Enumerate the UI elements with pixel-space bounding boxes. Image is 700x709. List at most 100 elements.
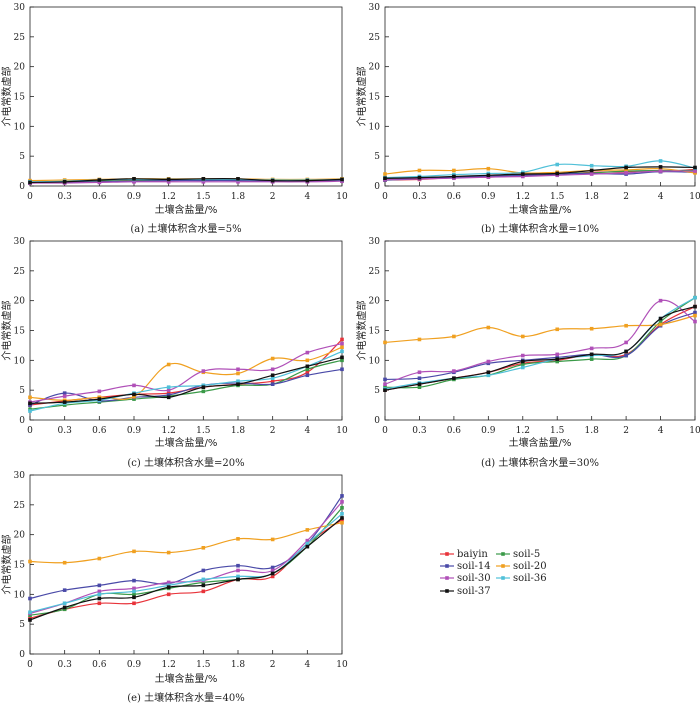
legend-swatch-marker [445,576,449,580]
data-point-baiyin [201,589,206,594]
data-point-soil-30 [132,180,136,184]
data-point-soil-20 [417,337,422,342]
x-tick-label: 1.5 [550,426,565,436]
data-point-soil-37 [236,177,240,181]
series-line-soil-14 [384,171,696,181]
chart-panel-4: 0 5 10 15 20 25 30 0 0.3 0.6 0.9 1.2 1.5 1.8 2 4 10 土壤含盐量… [355,237,700,469]
data-point-soil-37 [383,176,387,181]
series-line-soil-14 [29,368,343,406]
series-soil-20 [28,520,344,565]
x-tick-label: 0 [382,192,388,202]
data-point-soil-30 [383,382,387,386]
series-line-soil-30 [29,180,343,184]
data-point-soil-5 [555,359,560,364]
data-point-soil-20 [658,322,663,327]
y-tick-label: 0 [374,182,380,192]
x-tick-label: 1.5 [196,426,211,436]
data-point-soil-20 [624,323,628,328]
data-point-soil-36 [201,577,206,582]
data-point-soil-14 [62,391,67,395]
y-tick-label: 25 [369,33,381,43]
data-point-soil-20 [28,559,32,564]
data-point-soil-37 [28,401,32,406]
data-point-soil-37 [658,165,663,169]
series-line-soil-14 [29,495,343,600]
data-point-soil-36 [520,365,525,370]
data-point-soil-37 [132,595,136,600]
y-tick-label: 25 [14,501,26,511]
x-tick-label: 10 [689,426,700,436]
series-line-soil-30 [384,170,696,181]
data-point-baiyin [305,370,310,375]
y-tick-label: 0 [19,650,25,660]
data-point-soil-37 [97,178,102,182]
legend-swatch-marker [501,552,505,556]
data-point-soil-37 [28,618,32,622]
plot-frame [384,6,696,187]
series-line-soil-20 [29,522,343,564]
series-line-soil-14 [384,312,696,381]
data-point-soil-36 [658,159,663,163]
data-point-soil-37 [340,355,344,360]
x-tick-label: 0.9 [127,192,142,202]
data-point-soil-36 [340,349,344,354]
data-point-soil-20 [452,168,456,173]
y-tick-label: 15 [14,327,26,337]
data-point-soil-37 [305,178,310,183]
data-point-soil-14 [28,596,32,601]
data-point-soil-30 [486,359,491,364]
panel-caption: (c) 土壤体积含水量=20% [127,456,244,469]
data-point-soil-36 [486,373,491,378]
x-tick-label: 1.5 [550,192,565,202]
y-tick-label: 20 [369,63,381,73]
data-point-soil-20 [270,537,275,542]
x-tick-label: 1.2 [516,192,530,202]
data-point-soil-14 [236,563,240,568]
data-point-soil-30 [270,367,275,372]
series-soil-30 [28,500,344,616]
data-point-soil-30 [693,169,697,173]
data-point-soil-14 [201,568,206,573]
data-point-soil-20 [305,358,310,363]
y-tick-label: 10 [369,122,381,132]
y-tick-label: 30 [369,237,381,247]
y-tick-label: 0 [19,416,25,426]
data-point-soil-20 [383,340,387,345]
data-point-soil-30 [555,352,560,357]
data-point-soil-37 [62,180,67,184]
x-tick-label: 10 [336,192,348,202]
data-point-soil-37 [201,385,206,389]
data-point-soil-37 [452,174,456,179]
data-point-soil-30 [589,172,594,176]
y-tick-label: 20 [14,531,26,541]
data-point-soil-30 [693,319,697,324]
x-tick-label: 0.9 [127,660,142,670]
series-line-soil-5 [29,359,343,410]
data-point-soil-36 [97,592,102,597]
data-point-soil-14 [624,353,628,358]
series-soil-37 [28,516,344,622]
legend-item-baiyin: baiyin [440,549,488,560]
data-point-soil-20 [236,537,240,541]
data-point-soil-37 [28,180,32,185]
series-line-soil-30 [384,299,696,385]
data-point-soil-37 [270,178,275,183]
x-tick-label: 0.3 [412,192,427,202]
x-tick-label: 10 [689,192,700,202]
data-point-soil-14 [340,494,344,498]
series-line-baiyin [384,306,696,391]
data-point-soil-37 [340,177,344,182]
data-point-soil-14 [166,393,171,397]
series-line-soil-36 [384,160,696,179]
data-point-baiyin [97,601,102,606]
series-line-soil-30 [29,343,343,403]
data-point-soil-30 [658,298,663,303]
data-point-soil-20 [166,362,171,367]
data-point-soil-37 [132,177,136,181]
y-tick-label: 10 [14,590,26,600]
legend-label: soil-30 [457,573,491,584]
legend: baiyin soil-5 soil-14 soil-20 soil-30 soil-36… [440,549,547,597]
data-point-soil-37 [305,364,310,369]
data-point-soil-14 [417,376,422,381]
